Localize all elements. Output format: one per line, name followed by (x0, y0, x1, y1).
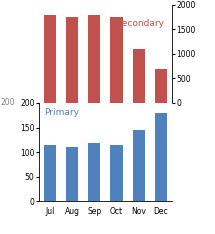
Bar (133, 130, 145, 201)
Bar (66, 17, 78, 103)
Text: Primary: Primary (44, 108, 79, 117)
Text: Secondary: Secondary (116, 19, 164, 28)
Bar (44, 15, 56, 103)
Bar (88, 15, 100, 103)
Bar (44, 145, 56, 201)
Bar (110, 17, 123, 103)
Bar (133, 49, 145, 103)
Bar (110, 145, 123, 201)
Bar (155, 113, 167, 201)
Bar (88, 143, 100, 201)
Text: 200: 200 (0, 99, 15, 107)
Bar (66, 147, 78, 201)
Bar (155, 69, 167, 103)
